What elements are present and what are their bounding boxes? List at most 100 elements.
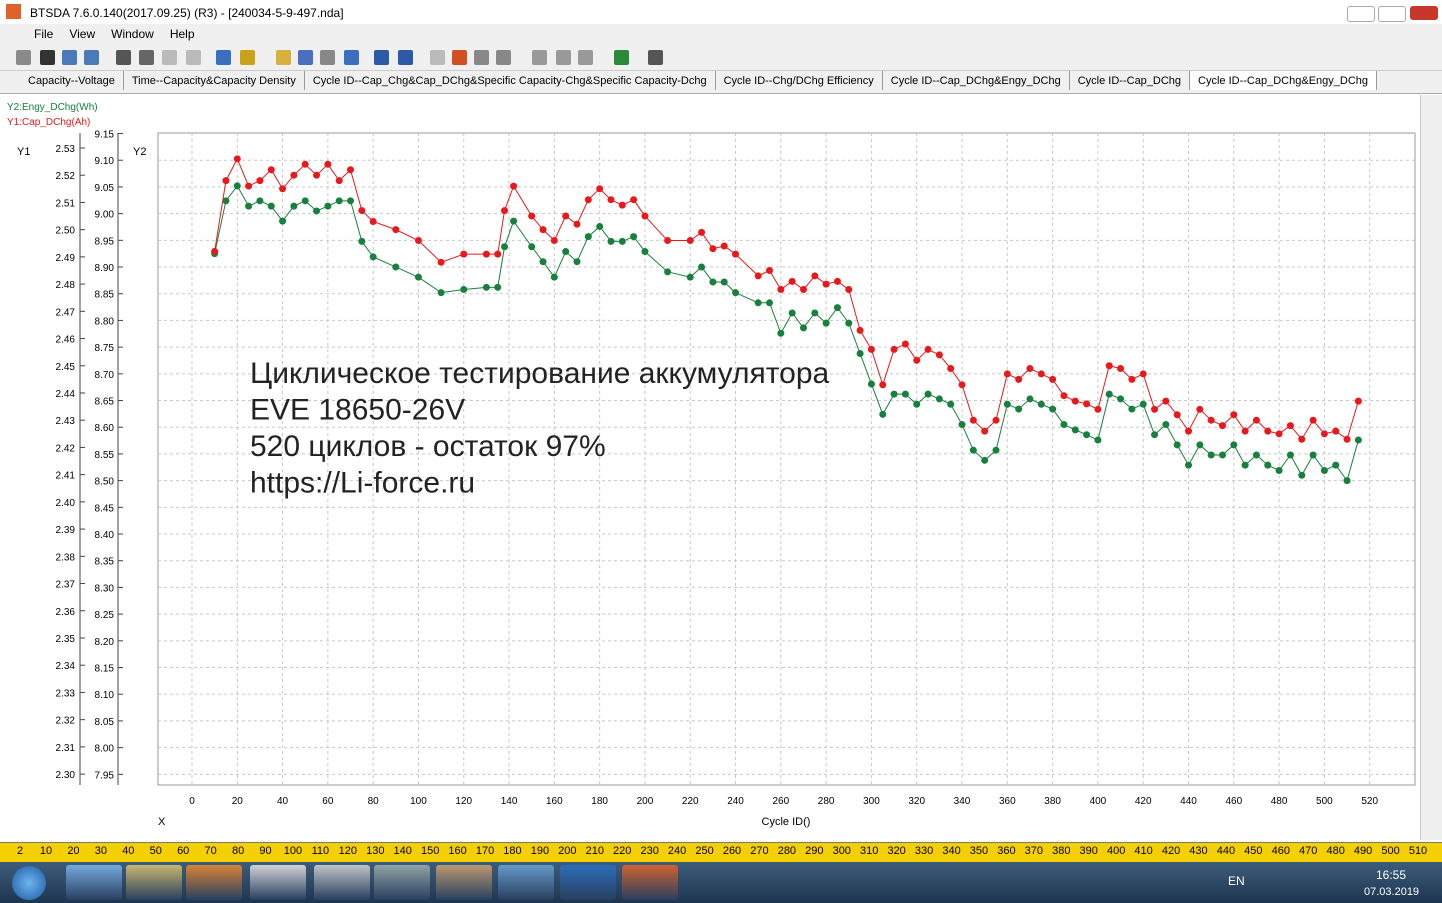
data-point <box>1264 461 1272 469</box>
toolbar-button[interactable] <box>614 50 629 65</box>
y-tick-label: 2.40 <box>56 498 76 509</box>
toolbar-button[interactable] <box>556 50 571 65</box>
tab[interactable]: Cycle ID--Cap_DChg&Engy_DChg <box>1190 71 1378 90</box>
data-point <box>392 226 400 234</box>
toolbar-button[interactable] <box>84 50 99 65</box>
y2-tick-label: 9.05 <box>95 183 115 194</box>
ruler-label: 70 <box>204 845 217 857</box>
taskbar-app[interactable] <box>622 865 678 900</box>
toolbar-button[interactable] <box>139 50 154 65</box>
toolbar-button[interactable] <box>216 50 231 65</box>
taskbar-app[interactable] <box>314 865 370 900</box>
clock-time[interactable]: 16:55 <box>1376 868 1407 882</box>
taskbar-app[interactable] <box>436 865 492 900</box>
data-point <box>1117 364 1125 372</box>
data-point <box>913 400 921 408</box>
taskbar-app[interactable] <box>66 865 122 900</box>
toolbar-button[interactable] <box>298 50 313 65</box>
data-point <box>947 364 955 372</box>
legend-entry: Y2:Engy_DChg(Wh) <box>7 102 98 113</box>
data-point <box>607 196 615 204</box>
data-point <box>290 202 298 210</box>
scrollbar[interactable] <box>1420 95 1442 840</box>
data-point <box>777 329 785 337</box>
tab[interactable]: Capacity--Voltage <box>20 71 124 90</box>
start-button[interactable] <box>12 866 46 900</box>
data-point <box>686 273 694 281</box>
y-tick-label: 2.43 <box>56 416 76 427</box>
toolbar-button[interactable] <box>474 50 489 65</box>
taskbar-app[interactable] <box>498 865 554 900</box>
tab[interactable]: Time--Capacity&Capacity Density <box>124 71 305 90</box>
toolbar-button[interactable] <box>16 50 31 65</box>
data-point <box>698 228 706 236</box>
clock-date[interactable]: 07.03.2019 <box>1364 886 1420 898</box>
toolbar-button[interactable] <box>344 50 359 65</box>
tab-bar: Capacity--Voltage Time--Capacity&Capacity… <box>0 71 1442 94</box>
x-tick-label: 360 <box>999 796 1016 807</box>
tab[interactable]: Cycle ID--Cap_DChg <box>1070 71 1191 90</box>
toolbar-button[interactable] <box>186 50 201 65</box>
tab[interactable]: Cycle ID--Cap_Chg&Cap_DChg&Specific Capa… <box>305 71 716 90</box>
x-tick-label: 0 <box>189 796 195 807</box>
y2-tick-label: 8.75 <box>95 343 115 354</box>
data-point <box>1218 451 1226 459</box>
ruler-label: 360 <box>997 845 1016 857</box>
menu-item[interactable]: Window <box>111 27 154 41</box>
toolbar-button[interactable] <box>276 50 291 65</box>
data-point <box>1241 427 1249 435</box>
menu-item[interactable]: View <box>69 27 96 41</box>
data-point <box>358 237 366 245</box>
menu-item[interactable]: File <box>34 27 54 41</box>
maximize[interactable] <box>1378 6 1406 22</box>
taskbar-app[interactable] <box>560 865 616 900</box>
language[interactable]: EN <box>1228 874 1245 888</box>
toolbar-button[interactable] <box>116 50 131 65</box>
toolbar-button[interactable] <box>648 50 663 65</box>
data-point <box>1354 397 1362 405</box>
y2-tick-label: 8.45 <box>95 503 115 514</box>
toolbar-button[interactable] <box>578 50 593 65</box>
toolbar-button[interactable] <box>40 50 55 65</box>
toolbar-button[interactable] <box>398 50 413 65</box>
data-point <box>754 299 762 307</box>
data-point <box>539 258 547 266</box>
taskbar-app[interactable] <box>250 865 306 900</box>
toolbar-button[interactable] <box>374 50 389 65</box>
ruler-label: 10 <box>39 845 53 857</box>
data-point <box>1196 441 1204 449</box>
taskbar-app[interactable] <box>186 865 242 900</box>
toolbar-button[interactable] <box>532 50 547 65</box>
ruler-label: 230 <box>640 845 659 857</box>
taskbar-app[interactable] <box>126 865 182 900</box>
menu-item[interactable]: Help <box>169 27 195 41</box>
data-point <box>981 427 989 435</box>
x-tick-label: 420 <box>1135 796 1152 807</box>
data-point <box>1309 416 1317 424</box>
toolbar-button[interactable] <box>320 50 335 65</box>
data-point <box>550 273 558 281</box>
toolbar-button[interactable] <box>430 50 445 65</box>
tab[interactable]: Cycle ID--Cap_DChg&Engy_DChg <box>883 71 1070 90</box>
ruler-label: 50 <box>149 845 162 857</box>
data-point <box>279 185 287 193</box>
taskbar-app[interactable] <box>374 865 430 900</box>
y2-tick-label: 8.40 <box>95 530 115 541</box>
close[interactable] <box>1410 6 1438 20</box>
data-point <box>1003 400 1011 408</box>
toolbar-button[interactable] <box>162 50 177 65</box>
toolbar-button[interactable] <box>62 50 77 65</box>
ruler-label: 130 <box>366 845 385 857</box>
tab-scroll[interactable] <box>0 77 20 84</box>
data-point <box>799 324 807 332</box>
data-point <box>279 217 287 225</box>
y-tick-label: 2.47 <box>56 307 76 318</box>
toolbar-button[interactable] <box>496 50 511 65</box>
data-point <box>1252 416 1260 424</box>
y-tick-label: 2.34 <box>56 661 76 672</box>
toolbar-button[interactable] <box>452 50 467 65</box>
minimize[interactable] <box>1347 6 1375 22</box>
tab[interactable]: Cycle ID--Chg/DChg Efficiency <box>716 71 883 90</box>
toolbar-button[interactable] <box>240 50 255 65</box>
ruler-label: 110 <box>311 845 330 857</box>
